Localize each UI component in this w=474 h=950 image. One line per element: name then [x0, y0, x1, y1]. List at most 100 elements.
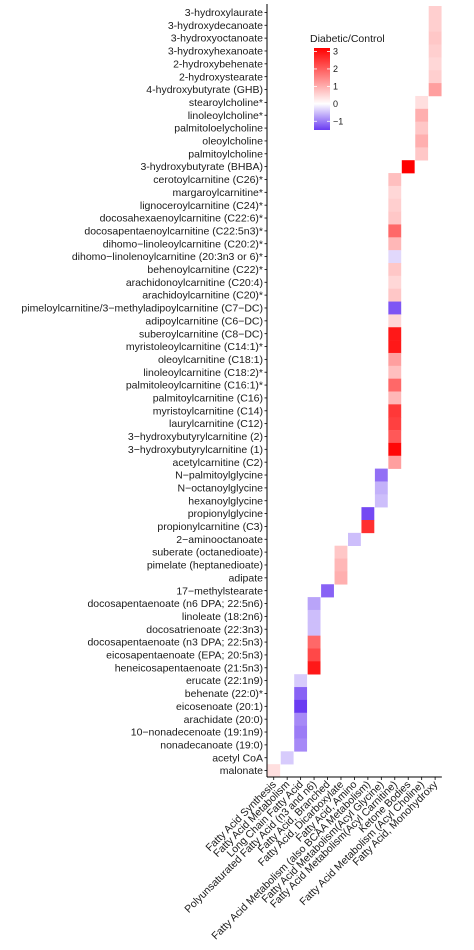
row-label: lignoceroylcarnitine (C24)*	[140, 200, 263, 212]
heatmap-cell	[388, 340, 402, 354]
heatmap-cell	[361, 507, 375, 521]
legend-tick-label: 3	[333, 46, 338, 56]
heatmap-cell	[321, 584, 334, 598]
heatmap-cell	[388, 275, 402, 289]
row-label: 10−nonadecenoate (19:1n9)	[131, 727, 263, 739]
row-label: acetyl CoA	[212, 752, 263, 764]
heatmap-cell	[388, 250, 402, 264]
row-label: linoleoylcholine*	[188, 110, 263, 122]
heatmap-cell	[415, 95, 429, 110]
row-label: oleoylcarnitine (C18:1)	[158, 354, 263, 366]
row-label: docosapentaenoate (n6 DPA; 22:5n6)	[87, 598, 263, 610]
row-label: docosapentaenoate (n3 DPA; 22:5n3)	[87, 637, 263, 649]
heatmap-cell	[388, 430, 402, 444]
heatmap-cell	[388, 442, 402, 457]
row-label: myristoleoylcarnitine (C14:1)*	[126, 341, 263, 353]
row-label: palmitoloelycholine	[174, 123, 263, 135]
row-label: 3-hydroxyoctanoate	[171, 33, 263, 45]
heatmap-cell	[388, 301, 402, 315]
heatmap-cell	[428, 83, 442, 97]
heatmap-cell	[388, 314, 402, 328]
heatmap-cell	[428, 70, 442, 84]
row-label: arachidonoylcarnitine (C20:4)	[126, 277, 263, 289]
row-label: stearoylcholine*	[189, 97, 263, 109]
row-label: pimeloylcarnitine/3−methyladipoylcarniti…	[21, 303, 263, 315]
row-label: linoleoylcarnitine (C18:2)*	[143, 367, 263, 379]
row-label: docosatrienoate (22:3n3)	[146, 624, 263, 636]
row-label: N−palmitoylglycine	[175, 470, 263, 482]
heatmap-cell	[294, 712, 308, 726]
heatmap-cell	[307, 648, 321, 662]
row-label: 3-hydroxybutyrate (BHBA)	[140, 161, 263, 173]
legend-color-bar	[314, 48, 330, 130]
heatmap-cell	[307, 597, 321, 611]
row-label: adipoylcarnitine (C6−DC)	[145, 315, 263, 327]
row-label: 3-hydroxylaurate	[185, 7, 263, 19]
legend-tick-label: 2	[333, 64, 338, 74]
heatmap-cell	[415, 121, 429, 135]
row-label: suberate (octanedioate)	[152, 547, 263, 559]
heatmap-cell	[388, 352, 402, 367]
row-label: palmitoylcholine	[188, 148, 263, 160]
row-label: propionylglycine	[188, 508, 263, 520]
heatmap-cell	[388, 417, 402, 431]
row-label: behenate (22:0)*	[185, 688, 263, 700]
row-label: myristoylcarnitine (C14)	[153, 405, 263, 417]
heatmap-cell	[401, 160, 415, 174]
heatmap-cell	[388, 288, 402, 302]
row-label: eicosapentaenoate (EPA; 20:5n3)	[106, 650, 263, 662]
heatmap-cell	[428, 18, 442, 32]
heatmap-cell	[374, 481, 388, 495]
row-label: 2-hydroxybehenate	[173, 58, 263, 70]
row-label: 3−hydroxybutyrylcarnitine (1)	[128, 444, 263, 456]
row-label: arachidate (20:0)	[184, 714, 263, 726]
row-label: palmitoylcarnitine (C16)	[153, 393, 263, 405]
color-legend: Diabetic/Control 3 2 1 0 −1	[310, 33, 385, 130]
heatmap-cells	[267, 6, 442, 778]
heatmap-cell	[307, 609, 321, 624]
row-label: 2−aminooctanoate	[176, 534, 263, 546]
row-label: docosahexaenoylcarnitine (C22:6)*	[100, 213, 263, 225]
row-label: docosapentaenoylcarnitine (C22:5n3)*	[84, 225, 263, 237]
row-label: hexanoylglycine	[188, 495, 263, 507]
heatmap-cell	[388, 327, 402, 341]
heatmap-cell	[388, 198, 402, 212]
heatmap-cell	[428, 6, 442, 20]
heatmap-cell	[388, 378, 402, 392]
row-label: linoleate (18:2n6)	[182, 611, 263, 623]
heatmap-cell	[267, 764, 281, 778]
row-label: suberoylcarnitine (C8−DC)	[139, 328, 263, 340]
row-labels: 3-hydroxylaurate3-hydroxydecanoate3-hydr…	[21, 7, 267, 777]
heatmap-cell	[388, 455, 402, 469]
heatmap-cell	[388, 173, 402, 187]
row-label: cerotoylcarnitine (C26)*	[153, 174, 263, 186]
row-label: 3-hydroxyhexanoate	[168, 46, 263, 58]
heatmap-cell	[334, 545, 348, 559]
row-label: dihomo−linoleoylcarnitine (C20:2)*	[103, 238, 263, 250]
heatmap-cell	[294, 687, 308, 701]
heatmap-cell	[428, 57, 442, 71]
row-label: eicosenoate (20:1)	[176, 701, 263, 713]
heatmap-cell	[294, 699, 308, 714]
heatmap-cell	[294, 725, 308, 739]
heatmap-cell	[388, 391, 402, 405]
heatmap-cell	[428, 44, 442, 58]
row-label: heneicosapentaenoate (21:5n3)	[115, 662, 263, 674]
heatmap-cell	[294, 674, 308, 688]
row-label: 3-hydroxydecanoate	[168, 20, 263, 32]
heatmap-cell	[280, 751, 294, 765]
heatmap-cell	[334, 558, 348, 572]
heatmap-cell	[388, 263, 402, 277]
heatmap-cell	[334, 571, 348, 585]
row-label: dihomo−linolenoylcarnitine (20:3n3 or 6)…	[72, 251, 263, 263]
heatmap-cell	[388, 211, 402, 225]
heatmap-cell	[361, 520, 375, 534]
heatmap-cell	[388, 185, 402, 200]
heatmap-cell	[415, 108, 429, 122]
row-label: laurylcarnitine (C12)	[169, 418, 263, 430]
row-label: N−octanoylglycine	[177, 482, 263, 494]
heatmap-cell	[415, 147, 429, 161]
row-label: behenoylcarnitine (C22)*	[147, 264, 263, 276]
row-label: propionylcarnitine (C3)	[157, 521, 263, 533]
